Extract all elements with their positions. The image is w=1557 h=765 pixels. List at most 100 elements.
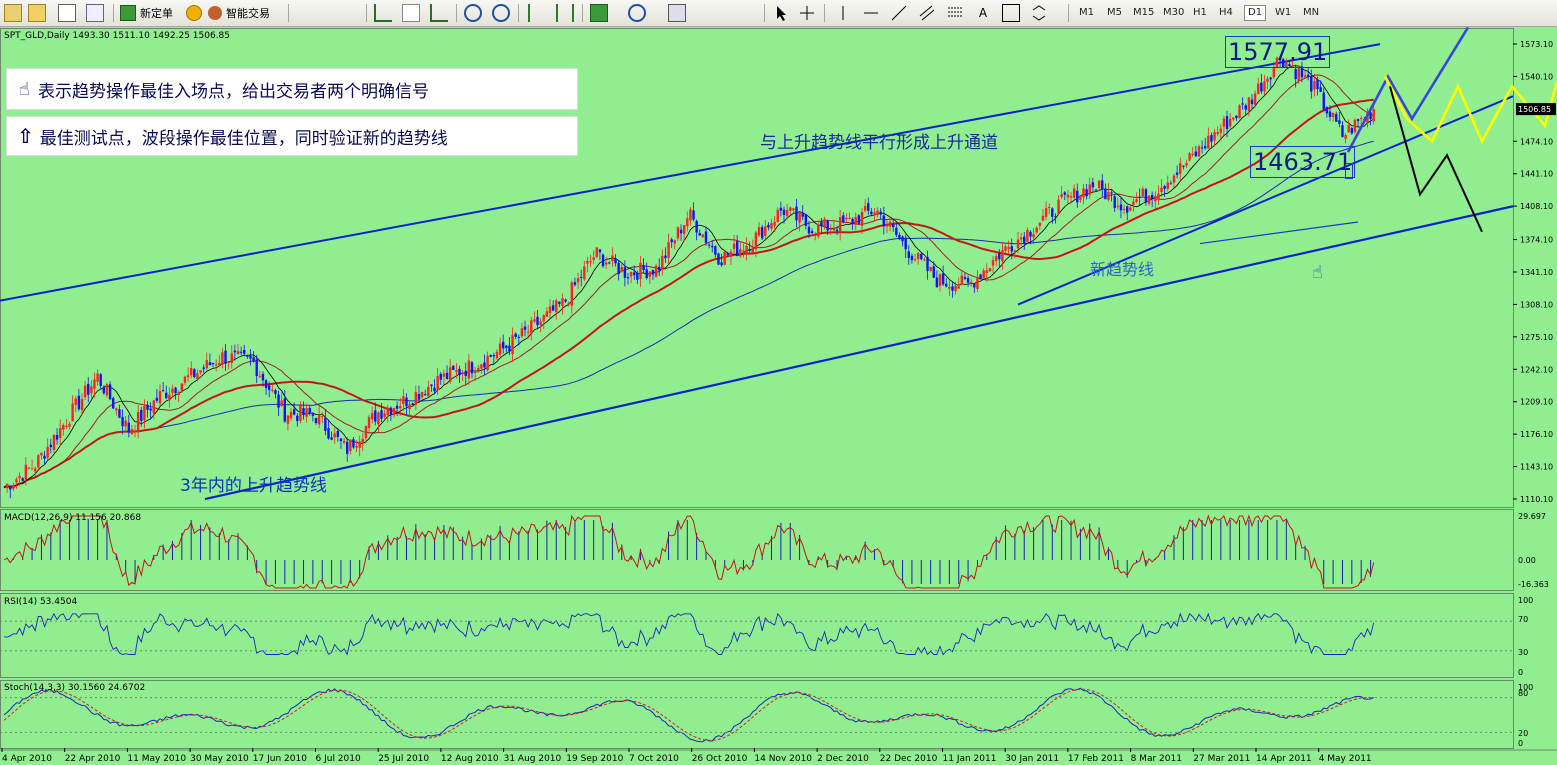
- navigator-icon[interactable]: [86, 4, 104, 22]
- price-tick-label: 1110.10: [1520, 495, 1553, 504]
- candle-body: [102, 387, 106, 394]
- candle-body: [74, 398, 77, 405]
- trend-line-icon[interactable]: [890, 4, 908, 22]
- timeframe-m5[interactable]: M5: [1107, 7, 1122, 18]
- rsi-label: RSI(14) 53.4504: [4, 597, 78, 607]
- candle-body: [1335, 113, 1338, 122]
- candle-body: [1138, 196, 1141, 198]
- panel-frames: [0, 28, 1557, 751]
- candle-body: [807, 226, 811, 234]
- bar-chart-icon[interactable]: [374, 4, 392, 22]
- crosshair-icon[interactable]: [798, 4, 816, 22]
- text-tool-icon[interactable]: A: [978, 6, 988, 20]
- candle-body: [751, 246, 754, 253]
- line-chart-icon[interactable]: [430, 4, 448, 22]
- vertical-line-icon[interactable]: [834, 4, 852, 22]
- candle-body: [361, 438, 364, 444]
- candle-body: [1166, 182, 1169, 189]
- equidistant-channel-icon[interactable]: [918, 4, 936, 22]
- candle-body: [954, 285, 957, 292]
- candle-body: [857, 215, 861, 224]
- candle-body: [595, 247, 598, 258]
- chart-shift-icon[interactable]: [528, 4, 546, 22]
- date-tick-label: 11 May 2010: [127, 754, 186, 764]
- zoom-in-icon[interactable]: [464, 4, 482, 22]
- fibonacci-icon[interactable]: [946, 4, 964, 22]
- date-tick-label: 2 Dec 2010: [817, 754, 869, 764]
- candle-body: [196, 373, 199, 380]
- candle-body: [704, 231, 708, 243]
- zoom-out-icon[interactable]: [492, 4, 510, 22]
- candle-body: [686, 218, 689, 227]
- stoch-signal-line: [3, 688, 1374, 741]
- arrows-icon[interactable]: [1030, 4, 1048, 22]
- candle-body: [879, 211, 882, 215]
- text-label-icon[interactable]: [1002, 4, 1020, 22]
- timeframe-m30[interactable]: M30: [1163, 7, 1185, 18]
- candle-body: [611, 255, 614, 262]
- candle-body: [639, 262, 642, 280]
- candle-body: [782, 209, 786, 216]
- timeframe-m1[interactable]: M1: [1079, 7, 1094, 18]
- candle-body: [1072, 188, 1076, 198]
- candle-body: [760, 227, 764, 239]
- candle-body: [692, 210, 695, 220]
- candle-body: [1044, 208, 1048, 218]
- candle-body: [1097, 180, 1101, 188]
- candle-body: [542, 315, 545, 322]
- candle-body: [888, 221, 892, 227]
- candle-body: [661, 255, 664, 270]
- market-watch-icon[interactable]: [58, 4, 76, 22]
- candle-body: [1079, 195, 1082, 200]
- candle-body: [817, 224, 820, 237]
- candle-body: [789, 207, 792, 211]
- stoch-tick-label: 0: [1518, 739, 1523, 748]
- candle-body: [854, 217, 857, 225]
- timeframe-m15[interactable]: M15: [1133, 7, 1155, 18]
- periods-clock-icon[interactable]: [628, 4, 646, 22]
- date-tick-label: 17 Jun 2010: [253, 754, 307, 764]
- new-chart-icon[interactable]: [4, 4, 22, 22]
- timeframe-mn[interactable]: MN: [1303, 7, 1320, 18]
- candle-body: [470, 362, 474, 374]
- candle-body: [46, 446, 49, 458]
- candle-body: [1347, 125, 1350, 133]
- date-tick-label: 14 Nov 2010: [754, 754, 812, 764]
- profiles-icon[interactable]: [28, 4, 46, 22]
- candle-body: [324, 417, 327, 431]
- candle-body: [392, 407, 396, 416]
- horizontal-line-icon[interactable]: [862, 4, 880, 22]
- timeframe-d1[interactable]: D1: [1244, 5, 1267, 21]
- timeframe-h1[interactable]: H1: [1193, 7, 1207, 18]
- candle-body: [676, 227, 680, 239]
- candle-body: [801, 213, 804, 217]
- candle-body: [1110, 192, 1113, 194]
- new-order-button[interactable]: 新定单: [120, 3, 173, 23]
- candle-body: [1353, 119, 1357, 132]
- candle-body: [1247, 97, 1251, 112]
- candle-body: [626, 277, 630, 279]
- expert-advisors-button[interactable]: 智能交易: [186, 3, 270, 23]
- stoch-label: Stoch(14,3,3) 30.1560 24.6702: [4, 683, 146, 693]
- candle-body: [576, 278, 580, 283]
- candle-body: [127, 422, 130, 433]
- forecast-blue-up: [1346, 26, 1470, 153]
- auto-scroll-icon[interactable]: [556, 4, 574, 22]
- price-tick-label: 1176.10: [1520, 430, 1553, 439]
- candle-body: [1185, 163, 1188, 166]
- cursor-icon[interactable]: [772, 4, 790, 22]
- candlestick-chart-icon[interactable]: [402, 4, 420, 22]
- timeframe-h4[interactable]: H4: [1219, 7, 1233, 18]
- candle-body: [773, 221, 776, 226]
- date-tick-label: 4 May 2011: [1319, 754, 1372, 764]
- candle-body: [236, 350, 240, 355]
- timeframe-w1[interactable]: W1: [1275, 7, 1292, 18]
- candle-body: [442, 373, 446, 377]
- indicators-icon[interactable]: [590, 4, 608, 22]
- candle-body: [957, 286, 960, 289]
- candle-body: [292, 409, 296, 415]
- candle-body: [988, 268, 992, 272]
- candle-body: [414, 392, 418, 405]
- templates-icon[interactable]: [668, 4, 686, 22]
